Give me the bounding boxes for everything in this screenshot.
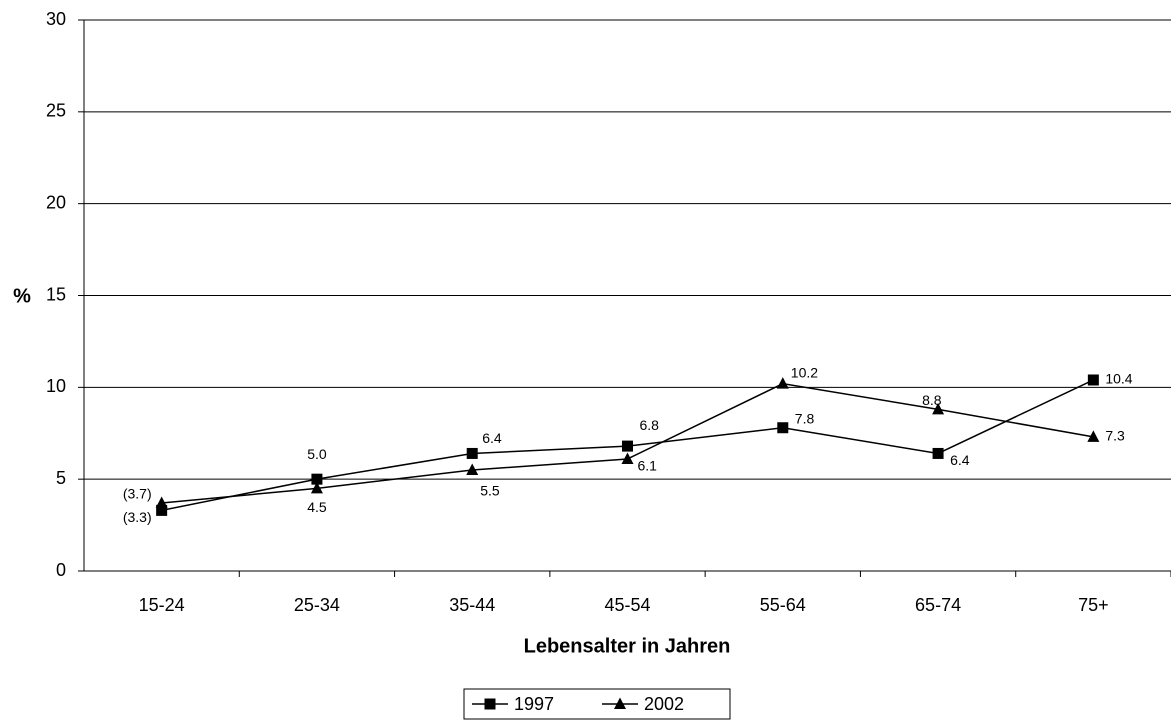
y-tick-label: 0: [56, 560, 66, 580]
x-tick-label: 75+: [1078, 595, 1109, 615]
data-label: 8.8: [922, 392, 942, 408]
x-tick-label: 65-74: [915, 595, 961, 615]
x-axis-label: Lebensalter in Jahren: [524, 635, 731, 657]
data-label: 5.0: [307, 446, 327, 462]
data-label: (3.3): [123, 509, 152, 525]
data-label: 6.8: [640, 417, 660, 433]
x-tick-label: 45-54: [604, 595, 650, 615]
point-marker: [614, 697, 626, 709]
x-tick-label: 15-24: [139, 595, 185, 615]
point-marker: [466, 463, 479, 475]
point-marker: [776, 377, 789, 389]
y-tick-label: 5: [56, 468, 66, 488]
y-tick-label: 15: [46, 284, 66, 304]
point-marker: [156, 504, 168, 516]
legend-label: 1997: [514, 694, 554, 714]
data-label: 6.1: [638, 458, 658, 474]
x-tick-label: 25-34: [294, 595, 340, 615]
data-label: 4.5: [307, 499, 327, 515]
point-marker: [1087, 374, 1099, 386]
legend-label: 2002: [644, 694, 684, 714]
point-marker: [622, 440, 633, 452]
y-tick-label: 30: [46, 9, 66, 29]
y-tick-label: 10: [46, 376, 66, 396]
point-marker: [466, 447, 478, 459]
point-marker: [932, 447, 944, 459]
data-label: (3.7): [123, 486, 152, 502]
y-tick-label: 25: [46, 101, 66, 121]
point-marker: [311, 473, 323, 485]
point-marker: [777, 422, 789, 434]
data-label: 10.4: [1105, 371, 1132, 387]
data-label: 7.3: [1105, 428, 1125, 444]
y-axis-label: %: [13, 285, 31, 307]
x-tick-label: 55-64: [760, 595, 806, 615]
point-marker: [621, 452, 634, 464]
data-label: 10.2: [791, 364, 818, 380]
point-marker: [310, 481, 323, 494]
data-label: 6.4: [950, 452, 970, 468]
y-tick-label: 20: [46, 192, 66, 212]
data-label: 7.8: [795, 410, 815, 426]
point-marker: [155, 496, 168, 509]
x-tick-label: 35-44: [449, 595, 495, 615]
legend-box: [463, 688, 731, 720]
point-marker: [1087, 430, 1100, 442]
point-marker: [484, 698, 496, 710]
data-label: 5.5: [480, 483, 500, 499]
data-label: 6.4: [482, 430, 502, 446]
point-marker: [932, 402, 945, 415]
